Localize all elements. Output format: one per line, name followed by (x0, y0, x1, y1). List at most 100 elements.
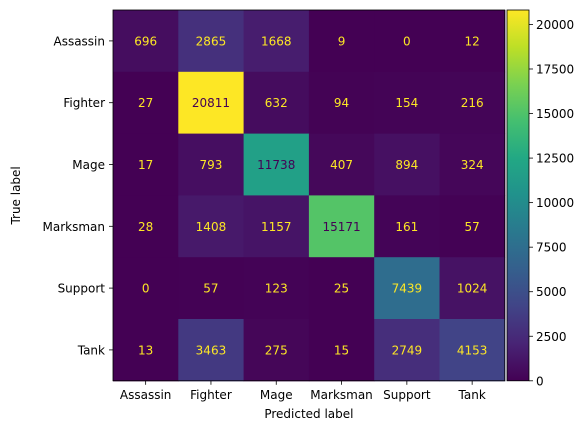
heatmap-cell (374, 10, 440, 73)
x-axis-ticks: Assassin Fighter Mage Marksman Support Tank (120, 380, 486, 402)
heatmap-cell (113, 71, 179, 135)
heatmap-cell (113, 195, 179, 258)
cell-value-label: 17 (138, 158, 153, 172)
heatmap-cell (243, 319, 310, 382)
heatmap-cell (439, 319, 506, 382)
heatmap-cell (308, 133, 375, 196)
heatmap-cell (374, 195, 440, 258)
cell-value-label: 94 (334, 96, 349, 110)
heatmap-cell (439, 195, 506, 258)
heatmap-cell (308, 257, 375, 320)
y-tick-label: Tank (77, 343, 105, 357)
heatmap-cell (439, 133, 506, 196)
cell-value-label: 161 (395, 220, 418, 234)
heatmap-cell (308, 319, 375, 382)
cell-value-label: 27 (138, 96, 153, 110)
heatmap-cell (178, 10, 245, 73)
heatmap-cells (113, 10, 506, 382)
heatmap-cell (243, 133, 310, 196)
colorbar-tick-label: 10000 (536, 196, 574, 210)
cell-value-label: 696 (134, 34, 157, 48)
heatmap-cell (243, 71, 310, 135)
heatmap-cell (308, 10, 375, 73)
x-axis-label: Predicted label (264, 407, 353, 421)
cell-value-label: 11738 (257, 158, 295, 172)
heatmap-cell (243, 10, 310, 73)
cell-value-label: 57 (465, 220, 480, 234)
colorbar-ticks: 0 2500 5000 7500 10000 12500 15000 17500 20000 (529, 18, 574, 388)
heatmap-cell (113, 319, 179, 382)
cell-value-label: 407 (330, 158, 353, 172)
cell-value-label: 2749 (392, 343, 423, 357)
cell-value-label: 1157 (261, 220, 292, 234)
cell-value-label: 3463 (196, 343, 227, 357)
heatmap-cell (178, 133, 245, 196)
heatmap-cell (243, 195, 310, 258)
cell-value-label: 123 (265, 282, 288, 296)
plot-frame (112, 9, 506, 382)
cell-value-label: 4153 (457, 343, 488, 357)
colorbar-tick-label: 7500 (536, 241, 567, 255)
y-tick-label: Support (58, 282, 106, 296)
heatmap-cell (113, 133, 179, 196)
cell-value-label: 793 (199, 158, 222, 172)
heatmap-cell (374, 319, 440, 382)
cell-value-label: 15 (334, 343, 349, 357)
heatmap-cell (113, 257, 179, 320)
colorbar-tick-label: 20000 (536, 18, 574, 32)
cell-value-label: 12 (465, 34, 480, 48)
heatmap-cell (374, 71, 440, 135)
heatmap-cell (439, 71, 506, 135)
heatmap-cell (243, 257, 310, 320)
y-tick-label: Assassin (53, 34, 105, 48)
cell-value-label: 154 (395, 96, 418, 110)
x-tick-label: Tank (458, 388, 486, 402)
cell-value-label: 13 (138, 343, 153, 357)
heatmap-cell (113, 10, 179, 73)
cell-value-label: 2865 (196, 34, 227, 48)
cell-value-label: 20811 (192, 96, 230, 110)
cell-value-label: 0 (403, 34, 411, 48)
heatmap-cell (178, 195, 245, 258)
cell-value-label: 9 (338, 34, 346, 48)
y-tick-label: Fighter (63, 96, 105, 110)
colorbar-tick-label: 17500 (536, 62, 574, 76)
x-tick-label: Assassin (120, 388, 172, 402)
x-tick-label: Mage (260, 388, 293, 402)
heatmap-cell (374, 257, 440, 320)
heatmap-cell (178, 257, 245, 320)
heatmap-cell (308, 195, 375, 258)
heatmap-cell (178, 71, 245, 135)
cell-value-label: 25 (334, 282, 349, 296)
cell-value-label: 28 (138, 220, 153, 234)
y-axis-label: True label (9, 166, 23, 225)
cell-value-label: 7439 (392, 282, 423, 296)
colorbar-tick-label: 15000 (536, 107, 574, 121)
heatmap-cell (308, 71, 375, 135)
cell-value-label: 1668 (261, 34, 292, 48)
cell-value-label: 15171 (322, 220, 360, 234)
y-tick-label: Mage (72, 158, 105, 172)
x-tick-label: Support (383, 388, 431, 402)
cell-value-label: 0 (142, 282, 150, 296)
cell-value-label: 57 (203, 282, 218, 296)
heatmap-cell (374, 133, 440, 196)
colorbar (506, 9, 530, 382)
cell-value-label: 275 (265, 343, 288, 357)
colorbar-tick-label: 12500 (536, 152, 574, 166)
cell-value-label: 632 (265, 96, 288, 110)
cell-value-label: 216 (461, 96, 484, 110)
y-tick-label: Marksman (43, 220, 106, 234)
heatmap-cell-labels: 696 2865 1668 9 0 12 27 20811 632 94 154 216 17 793 11… (134, 34, 487, 357)
cell-value-label: 1408 (196, 220, 227, 234)
heatmap-cell (439, 10, 506, 73)
heatmap-cell (439, 257, 506, 320)
cell-value-label: 894 (395, 158, 418, 172)
colorbar-tick-label: 5000 (536, 285, 567, 299)
y-axis-ticks: Assassin Fighter Mage Marksman Support Tank (43, 34, 113, 357)
x-tick-label: Marksman (310, 388, 373, 402)
colorbar-tick-label: 0 (536, 374, 544, 388)
colorbar-tick-label: 2500 (536, 330, 567, 344)
cell-value-label: 1024 (457, 282, 488, 296)
